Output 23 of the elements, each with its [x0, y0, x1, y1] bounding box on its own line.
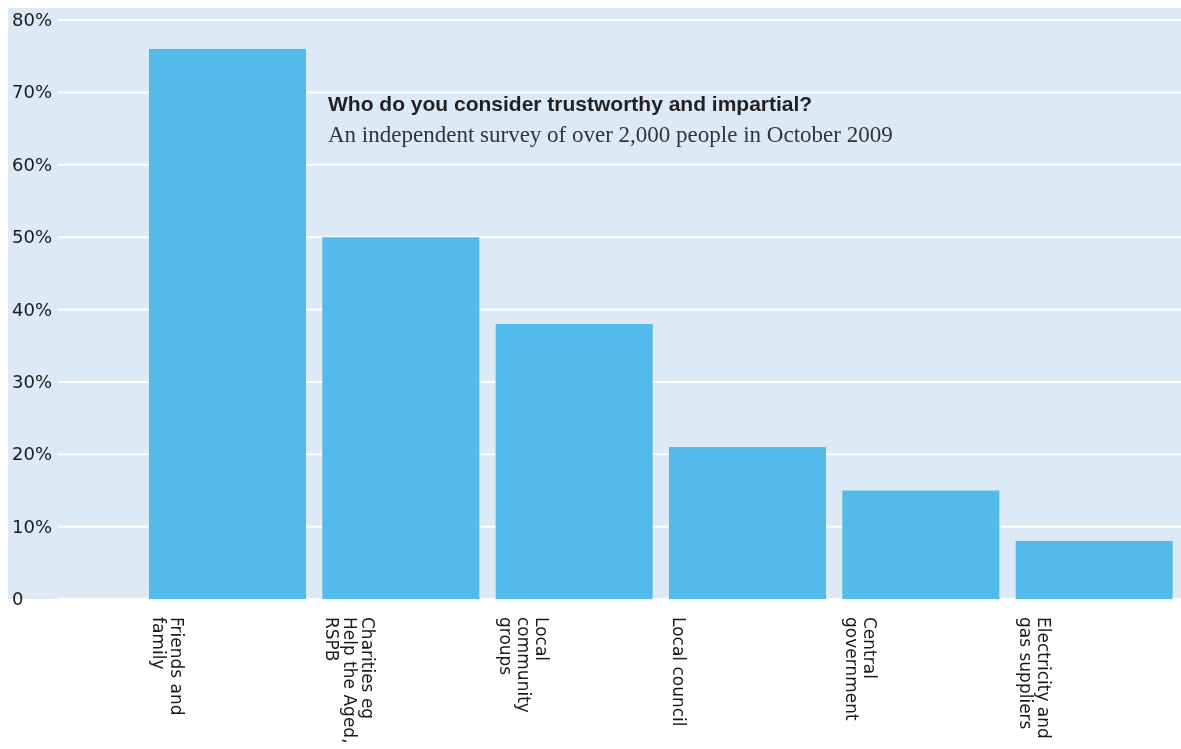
y-tick-label: 20%: [12, 443, 53, 465]
text: Who do you consider trustworthy and impartial?: [328, 92, 813, 116]
bar: [495, 323, 653, 599]
y-tick-label: 70%: [12, 81, 53, 103]
text: An independent survey of over 2,000 people in October 2009: [328, 122, 893, 148]
bar: [842, 490, 1000, 599]
y-tick-label: 50%: [12, 226, 53, 248]
y-tick-label: 30%: [12, 370, 53, 392]
y-tick-label: 40%: [12, 298, 53, 320]
x-tick-label: Electricity and gas suppliers: [1015, 617, 1054, 739]
x-tick-label: Local council: [669, 617, 689, 727]
y-tick-label: 80%: [12, 9, 53, 30]
bar: [669, 447, 826, 599]
y-tick-label: 0: [12, 588, 24, 609]
y-tick-label: 10%: [12, 515, 53, 537]
x-tick-label: Central government: [842, 617, 881, 721]
bar: [1015, 541, 1173, 599]
bar: [322, 237, 480, 599]
x-tick-label: Friends and family: [149, 617, 187, 716]
x-tick-label: Local community groups: [495, 617, 552, 713]
y-tick-label: 60%: [12, 153, 53, 175]
x-tick-label: Charities eg Help the Aged, RSPB: [322, 617, 379, 744]
bar: [149, 48, 306, 599]
